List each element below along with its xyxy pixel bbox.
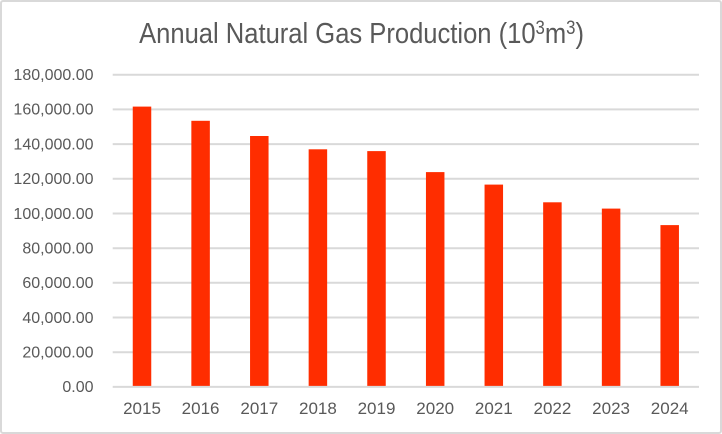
svg-text:2020: 2020	[416, 399, 454, 418]
svg-text:0.00: 0.00	[62, 379, 93, 396]
svg-text:2019: 2019	[358, 399, 396, 418]
svg-text:40,000.00: 40,000.00	[22, 310, 93, 327]
svg-text:120,000.00: 120,000.00	[13, 171, 93, 188]
svg-text:2018: 2018	[299, 399, 337, 418]
svg-text:180,000.00: 180,000.00	[13, 67, 93, 84]
svg-text:2023: 2023	[592, 399, 630, 418]
svg-text:2024: 2024	[651, 399, 689, 418]
svg-text:2021: 2021	[475, 399, 513, 418]
svg-text:140,000.00: 140,000.00	[13, 136, 93, 153]
svg-text:Annual Natural Gas Production: Annual Natural Gas Production (103m3)	[139, 16, 584, 49]
svg-text:80,000.00: 80,000.00	[22, 241, 93, 258]
svg-text:160,000.00: 160,000.00	[13, 102, 93, 119]
svg-text:2017: 2017	[240, 399, 278, 418]
svg-text:2016: 2016	[182, 399, 220, 418]
svg-text:2015: 2015	[123, 399, 161, 418]
svg-text:20,000.00: 20,000.00	[22, 345, 93, 362]
svg-text:100,000.00: 100,000.00	[13, 206, 93, 223]
svg-text:2022: 2022	[533, 399, 571, 418]
svg-text:60,000.00: 60,000.00	[22, 275, 93, 292]
